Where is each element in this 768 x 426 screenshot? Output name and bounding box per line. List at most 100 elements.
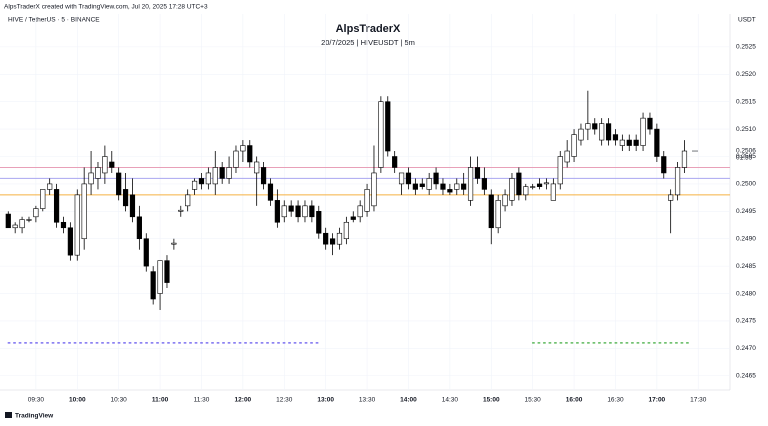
candle bbox=[371, 145, 377, 212]
candle-body bbox=[626, 139, 632, 146]
candle-body bbox=[426, 178, 432, 190]
candle-body bbox=[164, 260, 170, 283]
candle-body bbox=[681, 150, 688, 168]
candle bbox=[681, 140, 688, 173]
candle-body bbox=[260, 167, 267, 185]
candle-body bbox=[219, 167, 225, 179]
candle-body bbox=[509, 178, 515, 201]
candle-body bbox=[109, 161, 115, 168]
candle-body bbox=[433, 172, 439, 185]
candle-body bbox=[336, 232, 343, 245]
candle-body bbox=[267, 183, 274, 201]
candle bbox=[585, 90, 591, 141]
candle bbox=[81, 167, 87, 250]
candle-body bbox=[185, 194, 191, 207]
candle bbox=[295, 200, 301, 223]
chart-subtitle: 20/7/2025 | HIVEUSDT | 5m bbox=[321, 38, 415, 47]
candle bbox=[523, 183, 529, 201]
candle-body bbox=[26, 219, 32, 221]
candle bbox=[392, 151, 398, 173]
candle-body bbox=[323, 232, 329, 245]
candle bbox=[412, 178, 418, 195]
candle bbox=[433, 167, 439, 190]
y-tick-label: 0.2505 bbox=[736, 153, 756, 160]
candle-body bbox=[364, 189, 370, 212]
candle bbox=[191, 178, 198, 195]
candle bbox=[95, 161, 101, 190]
candle-body bbox=[385, 101, 391, 152]
candle-body bbox=[309, 205, 315, 218]
x-tick-label: 17:30 bbox=[690, 397, 707, 404]
candle bbox=[19, 216, 25, 234]
candle-body bbox=[454, 183, 460, 190]
candle bbox=[378, 96, 384, 173]
x-tick-label: 16:00 bbox=[566, 397, 583, 404]
candle bbox=[150, 266, 156, 305]
y-tick-label: 0.2490 bbox=[736, 235, 756, 242]
candle bbox=[136, 205, 142, 250]
candle-body bbox=[654, 128, 660, 157]
candle bbox=[419, 178, 425, 190]
candle-body bbox=[122, 189, 129, 207]
candle bbox=[205, 167, 211, 190]
candle bbox=[288, 200, 294, 217]
y-tick-label: 0.2465 bbox=[736, 372, 756, 379]
candle bbox=[281, 200, 287, 223]
candle bbox=[502, 189, 508, 212]
candle-body bbox=[233, 150, 239, 168]
candle bbox=[357, 200, 363, 223]
candle-body bbox=[371, 172, 377, 207]
candle bbox=[454, 178, 460, 195]
candle bbox=[171, 238, 177, 250]
currency: USDT bbox=[738, 17, 756, 24]
symbol: HIVE / TetherUS · 5 · BINANCE bbox=[8, 17, 100, 24]
candle-body bbox=[81, 183, 87, 240]
candle-body bbox=[191, 180, 198, 190]
candle bbox=[592, 118, 598, 135]
candle bbox=[516, 167, 522, 201]
candle-body bbox=[612, 134, 619, 141]
logo-text: TradingView bbox=[15, 413, 54, 420]
candle-body bbox=[571, 134, 577, 157]
candle-body bbox=[12, 224, 18, 229]
candle bbox=[654, 123, 660, 162]
candle-body bbox=[143, 238, 149, 267]
candle bbox=[157, 260, 163, 310]
candle bbox=[164, 255, 170, 289]
candle bbox=[122, 172, 129, 212]
candle-body bbox=[461, 183, 467, 190]
candle bbox=[626, 134, 632, 152]
candle-body bbox=[226, 167, 232, 179]
candle-body bbox=[350, 216, 356, 220]
x-tick-label: 13:30 bbox=[359, 397, 376, 404]
candle-body bbox=[419, 183, 425, 187]
candle bbox=[116, 167, 122, 201]
candle-body bbox=[447, 189, 453, 193]
x-tick-label: 15:00 bbox=[483, 397, 500, 404]
candle bbox=[385, 96, 391, 157]
candle bbox=[67, 222, 73, 261]
candle-body bbox=[378, 101, 384, 168]
candle bbox=[398, 172, 405, 195]
candle-body bbox=[116, 172, 122, 196]
candle-body bbox=[523, 186, 529, 196]
y-tick-label: 0.2495 bbox=[736, 208, 756, 215]
candle bbox=[26, 216, 32, 223]
candle-body bbox=[557, 156, 563, 185]
candle bbox=[74, 189, 80, 261]
candle bbox=[447, 183, 453, 195]
candle-body bbox=[288, 205, 294, 212]
candle-body bbox=[488, 194, 494, 229]
candle bbox=[60, 216, 67, 234]
candle bbox=[661, 151, 667, 179]
candle bbox=[536, 178, 543, 190]
candle-body bbox=[619, 139, 625, 146]
candle-body bbox=[205, 172, 211, 185]
candle-body bbox=[585, 123, 591, 130]
candle-body bbox=[60, 221, 67, 229]
candle bbox=[53, 183, 60, 228]
candle bbox=[33, 205, 39, 223]
candle bbox=[226, 156, 232, 184]
